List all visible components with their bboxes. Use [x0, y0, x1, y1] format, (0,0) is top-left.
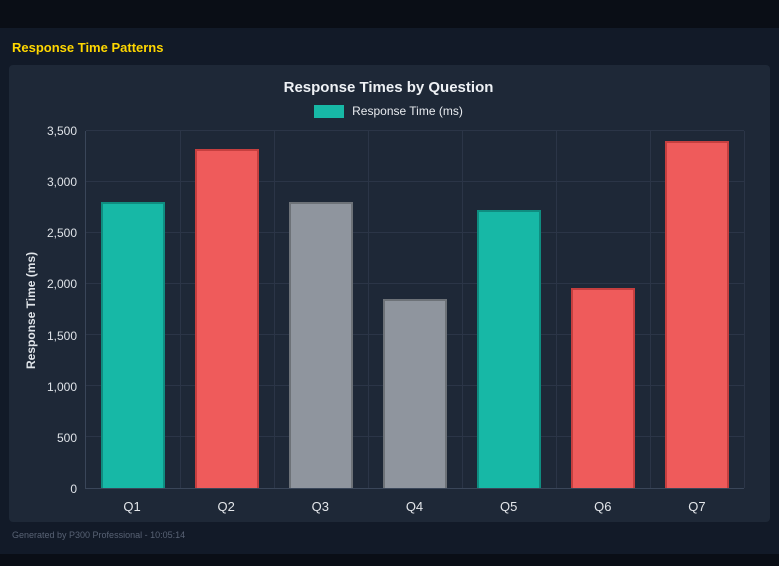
- bar-Q1: [101, 202, 165, 488]
- bar-Q5: [477, 209, 541, 488]
- x-tick-label: Q4: [405, 499, 424, 514]
- chart-title: Response Times by Question: [283, 79, 494, 96]
- v-gridline: [180, 131, 181, 488]
- x-tick-label: Q2: [217, 499, 235, 514]
- bar-Q7: [665, 141, 729, 488]
- y-tick-label: 2,500: [46, 226, 77, 241]
- y-tick-label: 3,000: [46, 175, 77, 190]
- v-gridline: [556, 131, 557, 488]
- bottom-bar: [0, 554, 779, 566]
- v-gridline: [274, 131, 275, 488]
- x-tick-label: Q3: [311, 499, 330, 514]
- y-axis-label: Response Time (ms): [24, 251, 38, 369]
- page-title: Response Time Patterns: [12, 40, 164, 55]
- plot-column: Q1 Q2 Q3 Q4 Q5 Q6 Q7: [85, 130, 745, 514]
- v-gridline: [744, 131, 745, 488]
- v-gridline: [368, 131, 369, 488]
- footer-text: Generated by P300 Professional - 10:05:1…: [12, 530, 186, 540]
- y-axis-ticks: 0 500 1,000 1,500 2,000 2,500 3,000 3,500: [41, 124, 85, 496]
- y-tick-label: 1,000: [46, 379, 77, 394]
- v-gridline: [462, 131, 463, 488]
- bar-Q6: [571, 288, 635, 488]
- bar-Q4: [383, 299, 447, 488]
- chart-panel: Response Times by Question Response Time…: [9, 65, 770, 522]
- y-tick-label: 500: [56, 430, 77, 445]
- x-tick-label: Q5: [499, 499, 518, 514]
- legend-swatch: [314, 104, 345, 118]
- x-tick-label: Q1: [123, 499, 141, 514]
- y-tick-label: 1,500: [46, 328, 77, 343]
- h-gridline: [86, 283, 744, 284]
- top-bar: [0, 0, 779, 28]
- x-tick-label: Q7: [688, 499, 706, 514]
- plot-area: [85, 130, 745, 489]
- legend-label: Response Time (ms): [352, 104, 463, 118]
- chart-legend[interactable]: Response Time (ms): [21, 104, 756, 118]
- h-gridline: [86, 130, 744, 131]
- bar-Q3: [289, 202, 353, 488]
- h-gridline: [86, 232, 744, 233]
- y-tick-label: 0: [70, 482, 77, 496]
- x-axis-labels: Q1 Q2 Q3 Q4 Q5 Q6 Q7: [85, 489, 744, 514]
- y-tick-label: 2,000: [46, 277, 77, 292]
- x-tick-label: Q6: [594, 499, 612, 514]
- y-tick-label: 3,500: [46, 124, 77, 138]
- h-gridline: [86, 181, 744, 182]
- bar-Q2: [195, 149, 259, 488]
- v-gridline: [650, 131, 651, 488]
- chart-body: Response Time (ms) 0 500 1,000 1,500 2,000 2,…: [21, 124, 756, 514]
